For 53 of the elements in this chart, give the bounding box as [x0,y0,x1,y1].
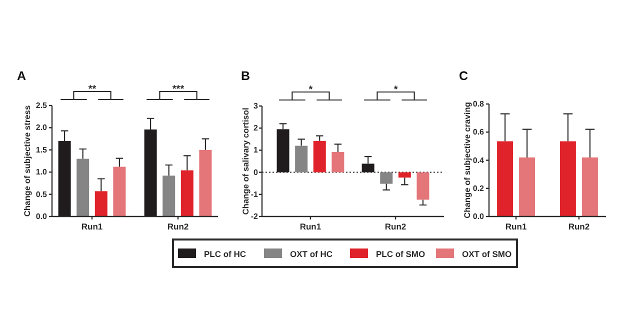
legend-label: OXT of SMO [462,248,512,259]
bar [313,140,326,172]
bar [380,172,393,184]
y-tick-label: 1 [254,146,259,155]
chart-title: B [241,69,250,83]
y-tick-label: 0.0 [472,212,485,221]
legend-label: PLC of SMO [376,248,426,259]
x-tick-label: Run2 [568,222,590,232]
y-axis-title: Change of salivary cortisol [240,108,250,215]
chart-title: C [459,69,468,83]
bar [295,146,308,172]
bar [416,172,430,200]
bar [113,166,126,216]
y-tick-label: 0.0 [36,212,48,221]
y-tick-label: 2.5 [36,101,48,110]
bar [76,158,90,216]
bar [398,172,411,178]
x-tick-label: Run1 [81,222,103,232]
y-tick-label: 0.2 [472,184,485,193]
y-tick-label: 3 [254,102,259,110]
y-tick-label: 0.8 [472,100,485,108]
bar [180,170,194,216]
y-axis-title: Change of subjective stress [22,105,32,217]
y-tick-label: 0.4 [472,156,485,165]
text: * [308,84,313,96]
bar [162,176,176,216]
text: ** [88,84,96,95]
x-tick-label: Run2 [384,222,406,232]
y-tick-label: 2.0 [36,123,48,132]
bar [199,150,212,216]
bar [144,129,157,216]
y-tick-label: 2 [254,124,259,133]
bar [276,129,290,172]
y-tick-label: 0 [254,168,259,177]
legend-label: PLC of HC [204,248,246,259]
text: * [394,84,398,96]
bar [58,141,71,216]
y-tick-label: 0.5 [36,190,48,199]
y-tick-label: -1 [250,190,259,199]
y-tick-label: 1.5 [36,145,48,154]
bar [362,164,374,172]
legend-label: OXT of HC [290,248,332,259]
x-tick-label: Run1 [505,222,527,232]
y-tick-label: 0.6 [472,128,485,137]
text: *** [172,84,184,95]
chart-title: A [17,69,26,83]
y-axis-title: Change of subjective craving [462,102,472,218]
y-tick-label: 1.0 [36,168,48,177]
x-tick-label: Run2 [167,222,189,232]
x-tick-label: Run1 [300,222,322,232]
bar [94,191,108,216]
bar [332,152,344,172]
y-tick-label: -2 [250,212,259,221]
